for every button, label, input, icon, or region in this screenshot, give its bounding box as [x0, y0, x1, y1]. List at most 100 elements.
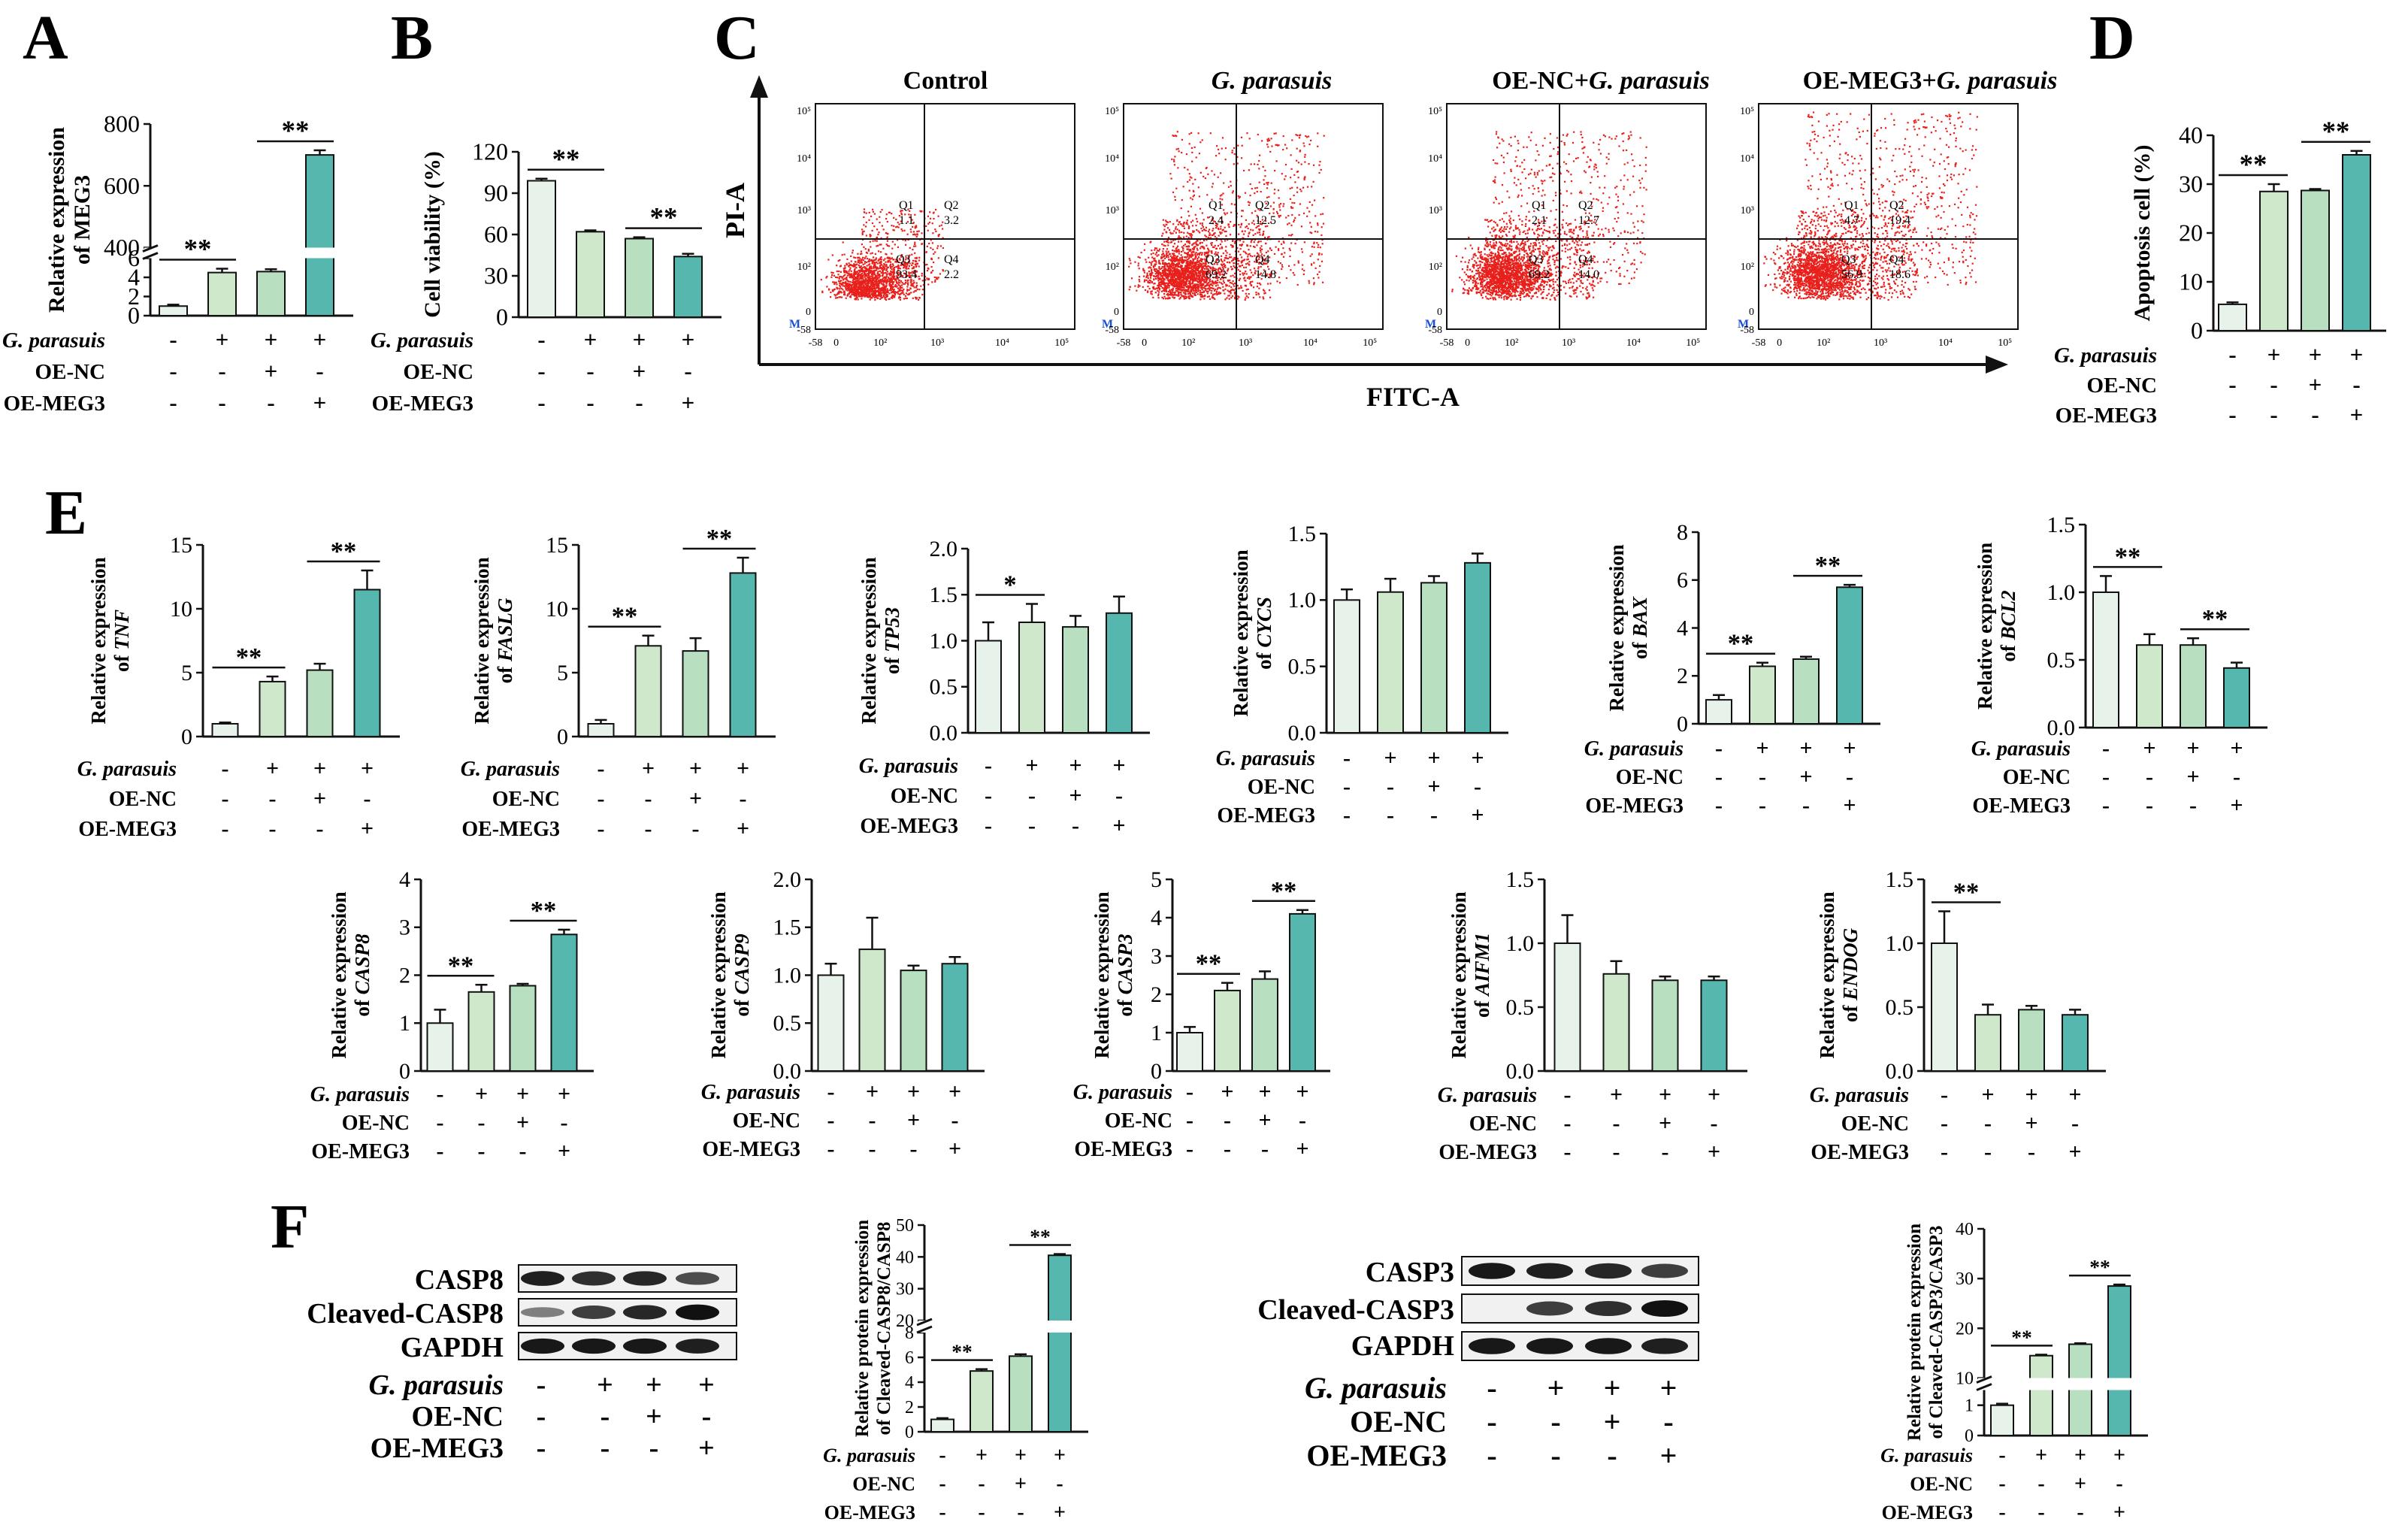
flow-dot	[1243, 234, 1245, 235]
flow-dot	[1188, 246, 1190, 247]
flow-dot	[1149, 280, 1151, 281]
flow-dot	[1232, 289, 1233, 291]
flow-dot	[876, 228, 878, 230]
flow-dot	[1320, 247, 1321, 248]
flow-dot	[931, 266, 933, 268]
flow-dot	[1313, 181, 1314, 183]
flow-dot	[1269, 283, 1271, 284]
flow-dot	[1562, 211, 1563, 213]
flow-q1-name: Q1	[899, 199, 914, 212]
flow-dot	[1323, 223, 1324, 225]
flow-dot	[1148, 257, 1149, 259]
flow-dot	[864, 271, 866, 272]
flow-dot	[907, 283, 909, 284]
flow-dot	[936, 247, 938, 249]
flow-dot	[1168, 287, 1169, 289]
flow-dot	[1206, 227, 1207, 228]
flow-dot	[881, 288, 882, 289]
flow-dot	[1139, 279, 1140, 280]
flow-dot	[1303, 145, 1305, 147]
flow-dot	[1169, 229, 1170, 231]
flow-dot	[1248, 297, 1249, 298]
flow-dot	[1279, 282, 1281, 283]
flow-dot	[1239, 254, 1241, 256]
flow-dot	[1166, 241, 1167, 242]
flow-dot	[1291, 202, 1293, 204]
flow-dot	[1155, 253, 1157, 255]
flow-dot	[1276, 211, 1278, 213]
flow-dot	[1138, 284, 1139, 286]
flow-dot	[1202, 242, 1203, 244]
flow-dot	[863, 216, 864, 218]
flow-dot	[1162, 233, 1163, 234]
flow-dot	[1164, 269, 1166, 271]
flow-dot	[1202, 230, 1203, 231]
flow-dot	[1176, 273, 1178, 274]
flow-dot	[1142, 268, 1144, 270]
flow-dot	[1183, 225, 1184, 227]
flow-dot	[1212, 285, 1213, 286]
flow-dot	[1202, 253, 1203, 254]
flow-dot	[1557, 147, 1559, 148]
flow-dot	[841, 283, 843, 285]
flow-dot	[1211, 250, 1212, 252]
flow-dot	[932, 242, 933, 244]
flow-dot	[1550, 142, 1551, 144]
flow-dot	[1548, 289, 1550, 290]
flow-dot	[1224, 282, 1225, 283]
flow-dot	[1543, 289, 1544, 290]
flow-dot	[1233, 190, 1234, 192]
flow-dot	[1626, 150, 1627, 151]
flow-dot	[1303, 274, 1305, 275]
flow-dot	[1221, 247, 1223, 249]
flow-dot	[1231, 203, 1233, 204]
flow-dot	[849, 289, 851, 291]
flow-dot	[1242, 231, 1243, 232]
flow-dot	[912, 234, 914, 235]
flow-dot	[893, 291, 894, 292]
flow-dot	[1196, 292, 1197, 293]
flow-dot	[936, 278, 937, 280]
flow-dot	[1222, 137, 1224, 138]
flow-dot	[858, 265, 860, 266]
flow-dot	[1165, 219, 1166, 221]
flow-dot	[864, 258, 866, 259]
flow-dot	[1163, 248, 1164, 250]
flow-dot	[1209, 286, 1210, 287]
flow-dot	[1181, 295, 1182, 297]
flow-dot	[892, 277, 894, 278]
flow-x-tick-label: 10⁵	[1054, 337, 1069, 349]
flow-dot	[1172, 232, 1174, 234]
flow-dot	[1320, 213, 1321, 215]
flow-dot	[1281, 264, 1283, 265]
flow-dot	[1181, 231, 1182, 233]
flow-dot	[1221, 241, 1223, 242]
flow-dot	[1199, 273, 1201, 274]
flow-dot	[1230, 256, 1232, 258]
flow-dot	[1245, 263, 1247, 265]
flow-dot	[870, 234, 872, 236]
flow-dot	[1202, 212, 1203, 213]
flow-dot	[1211, 292, 1212, 294]
flow-dot	[890, 286, 891, 287]
flow-dot	[888, 245, 890, 247]
flow-plot-frame	[1447, 104, 1706, 329]
flow-dot	[1149, 262, 1151, 263]
flow-dot	[1223, 253, 1224, 254]
flow-dot	[1254, 192, 1255, 194]
flow-dot	[881, 256, 882, 258]
flow-dot	[1258, 160, 1260, 162]
flow-dot	[827, 259, 829, 260]
flow-dot	[1217, 284, 1218, 286]
flow-dot	[1184, 167, 1185, 168]
flow-dot	[1206, 230, 1207, 231]
flow-dot	[1174, 156, 1175, 157]
flow-dot	[1255, 292, 1257, 293]
flow-dot	[838, 280, 839, 282]
flow-dot	[859, 288, 861, 289]
flow-dot	[833, 283, 835, 285]
flow-dot	[1181, 254, 1182, 256]
flow-dot	[1169, 279, 1171, 280]
flow-dot	[1181, 139, 1183, 141]
flow-dot	[918, 259, 920, 261]
